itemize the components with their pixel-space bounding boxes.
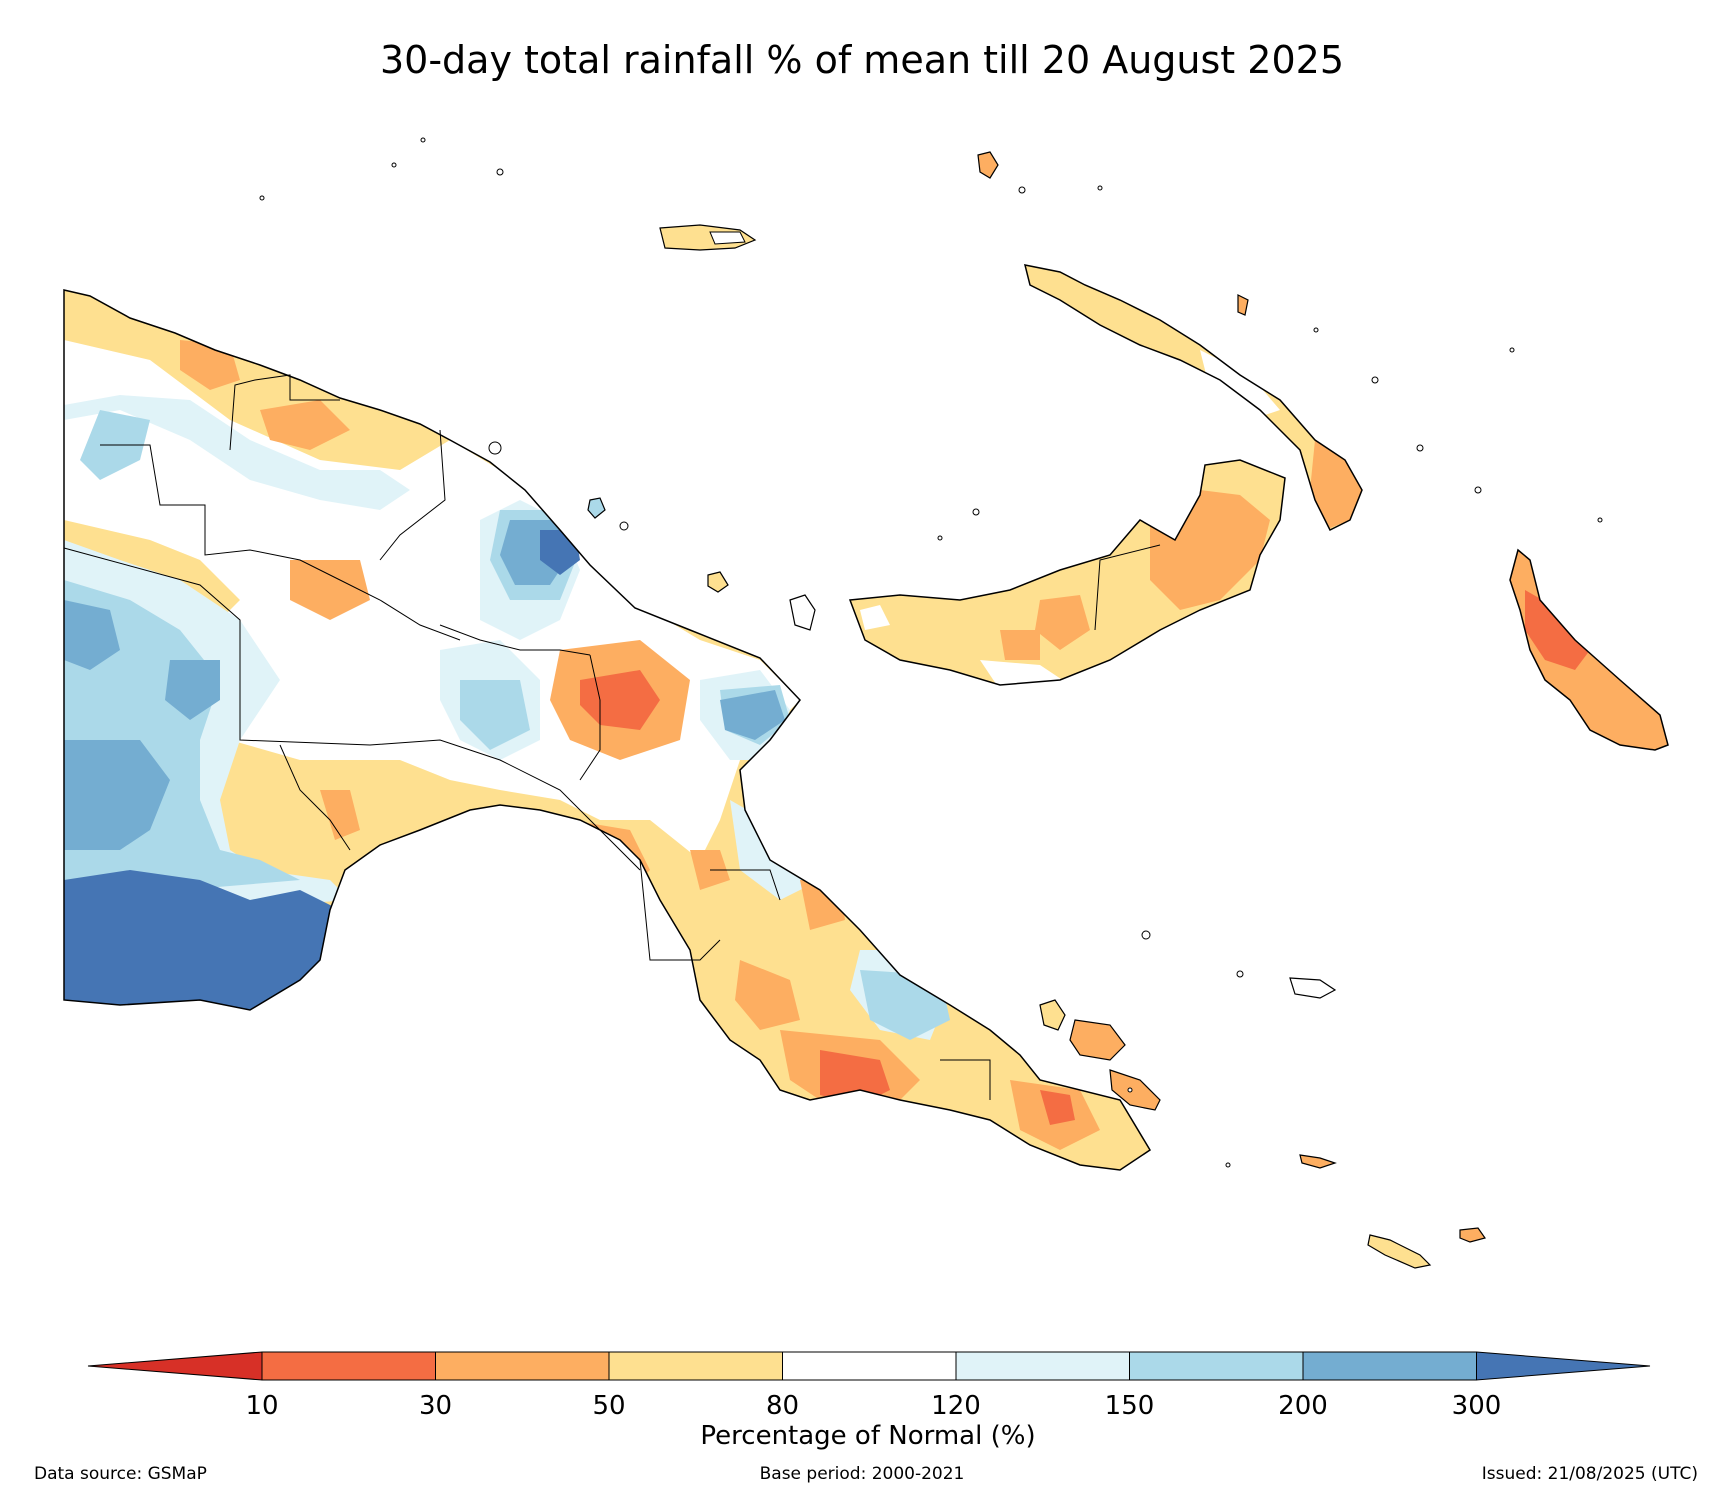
colorbar-tick-30: 30 [419,1391,452,1421]
woodlark-island [1289,977,1337,999]
misima-island [1299,1154,1337,1169]
colorbar-segment-200-300 [1302,1351,1477,1381]
colorbar-segment-150-200 [1129,1351,1304,1381]
base-period-note: Base period: 2000-2021 [759,1464,965,1484]
colorbar-label: Percentage of Normal (%) [700,1421,1035,1451]
umboi-island [789,594,816,631]
manus-island [659,224,757,251]
new-ireland-island [1023,264,1363,532]
colorbar-segment-30-50 [435,1351,610,1381]
colorbar-segment-80-120 [782,1351,957,1381]
new-britain-island [848,459,1286,686]
province-borders [63,374,991,1100]
bougainville-island [1509,548,1669,751]
rossel-island [1459,1227,1486,1243]
map-title: 30-day total rainfall % of mean till 20 … [379,38,1344,82]
colorbar-extend-low [87,1351,263,1381]
zone-120-150 [64,395,410,510]
fergusson-island [1069,1019,1126,1061]
long-island [707,571,729,593]
zone-gt300 [64,870,340,1015]
colorbar-segment-120-150 [955,1351,1130,1381]
colorbar-tick-150: 150 [1105,1391,1155,1421]
zone-200-300 [64,600,120,670]
colorbar-tick-120: 120 [931,1391,981,1421]
goodenough-island [1039,999,1066,1031]
colorbar-segment-50-80 [608,1351,783,1381]
mussau-island [977,151,999,179]
karkar-island [587,497,606,519]
lihir-island [1237,294,1249,316]
normanby-island [1109,1069,1161,1111]
mainland-island [63,289,1151,1171]
colorbar-tick-300: 300 [1452,1391,1502,1421]
colorbar-segment-10-30 [261,1351,436,1381]
colorbar-tick-200: 200 [1278,1391,1328,1421]
issued-date-note: Issued: 21/08/2025 (UTC) [1481,1464,1698,1484]
small-island-dots [259,137,1603,1168]
colorbar-tick-50: 50 [592,1391,625,1421]
colorbar-tick-10: 10 [245,1391,278,1421]
tagula-island [1367,1234,1432,1269]
data-source-note: Data source: GSMaP [34,1464,207,1484]
colorbar-extend-high [1476,1351,1651,1381]
colorbar: 10 30 50 80 120 150 200 300 Percentage o… [87,1351,1651,1451]
colorbar-tick-80: 80 [766,1391,799,1421]
